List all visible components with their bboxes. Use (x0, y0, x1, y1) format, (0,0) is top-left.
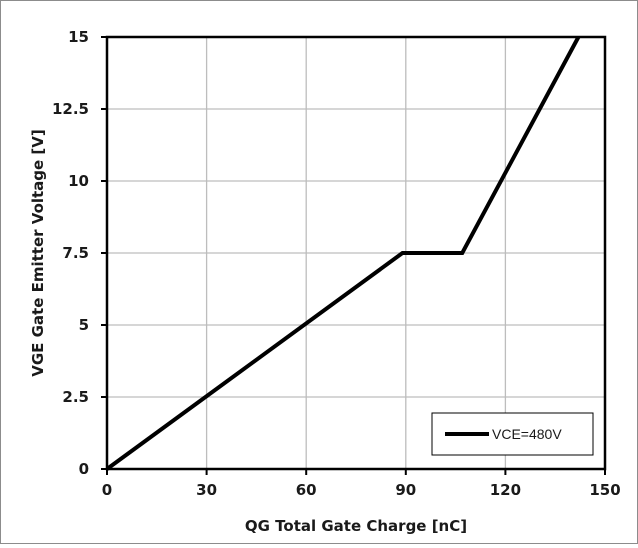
y-tick-label: 15 (68, 28, 89, 46)
y-tick-label: 7.5 (62, 244, 89, 262)
x-tick-label: 120 (490, 481, 521, 499)
series-line-0 (105, 36, 581, 471)
y-tick-label: 10 (68, 172, 89, 190)
series-group (105, 36, 581, 471)
y-tick-label: 0 (79, 460, 89, 478)
x-tick-label: 60 (296, 481, 317, 499)
x-tick-label: 30 (196, 481, 217, 499)
x-tick-label: 0 (102, 481, 112, 499)
y-tick-label: 5 (79, 316, 89, 334)
tick-labels: 0 30 60 90 120 150 0 2.5 5 7.5 10 12.5 15 (52, 28, 621, 499)
grid (106, 36, 606, 470)
legend-label: VCE=480V (492, 426, 562, 442)
x-axis-title: QG Total Gate Charge [nC] (245, 517, 467, 535)
y-tick-label: 2.5 (62, 388, 89, 406)
legend: VCE=480V (431, 412, 594, 456)
y-tick-label: 12.5 (52, 100, 89, 118)
x-tick-label: 90 (395, 481, 416, 499)
y-axis-title: VGE Gate Emitter Voltage [V] (29, 129, 47, 377)
x-tick-label: 150 (589, 481, 620, 499)
